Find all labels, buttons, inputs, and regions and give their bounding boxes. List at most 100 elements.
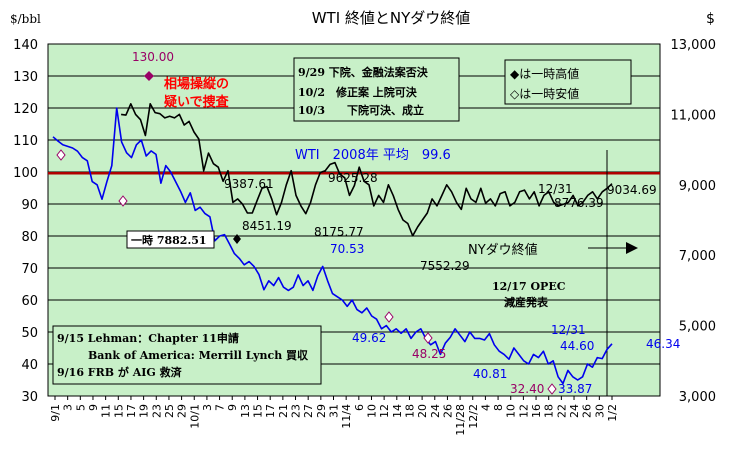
- x-tick-label: 17: [125, 404, 138, 418]
- right-tick-label: 3,000: [679, 390, 716, 405]
- left-axis-label: $/bbl: [10, 12, 41, 26]
- right-axis: 3,000 5,000 7,000 9,000 11,000 13,000: [671, 38, 717, 405]
- x-tick-label: 16: [530, 404, 543, 418]
- x-tick-label: 12/2: [467, 404, 480, 429]
- average-label: WTI 2008年 平均 99.6: [295, 148, 451, 163]
- x-axis: 9/1 3 5 9 11 15 17 19 23 25 29 10/1 3 7 9 13 15 17 21 23 27 2…: [49, 396, 619, 436]
- x-tick-label: 5: [74, 404, 87, 411]
- right-tick-label: 7,000: [679, 249, 716, 264]
- x-tick-label: 18: [403, 404, 416, 418]
- right-axis-label: $: [706, 11, 715, 27]
- x-tick-label: 11: [100, 404, 113, 418]
- lehman-line-3: 9/16 FRB が AIG 救済: [57, 365, 183, 379]
- left-tick-label: 110: [13, 134, 38, 149]
- x-tick-label: 29: [315, 404, 328, 418]
- dow-label-a: 9387.61: [224, 177, 274, 191]
- opec-line-2: 減産発表: [504, 295, 549, 309]
- x-tick-label: 24: [568, 404, 581, 418]
- x-tick-label: 9/1: [49, 404, 62, 422]
- event-line-1: 9/29 下院、金融法案否決: [298, 65, 429, 79]
- event-line-2: 10/2 修正案 上院可決: [298, 85, 418, 99]
- event-line-3: 10/3 下院可決、成立: [298, 103, 424, 117]
- wti-label-peak: 130.00: [132, 50, 174, 64]
- dow-series-label: NYダウ終値: [468, 242, 538, 258]
- x-tick-label: 23: [290, 404, 303, 418]
- x-tick-label: 14: [391, 404, 404, 418]
- legend-high: ◆は一時高値: [510, 66, 579, 81]
- right-tick-label: 9,000: [679, 179, 716, 194]
- x-tick-label: 23: [150, 404, 163, 418]
- x-tick-label: 20: [416, 404, 429, 418]
- lehman-line-1: 9/15 Lehman：Chapter 11申請: [57, 331, 239, 345]
- x-tick-label: 10: [505, 404, 518, 418]
- right-tick-label: 13,000: [671, 38, 717, 53]
- series-lines: [52, 103, 613, 385]
- dow-label-date: 12/31: [538, 182, 573, 196]
- wti-line: [52, 107, 613, 385]
- x-tick-label: 24: [429, 404, 442, 418]
- wti-label-dec: 40.81: [473, 367, 507, 381]
- legend-box: ◆は一時高値 ◇は一時安値: [504, 59, 632, 105]
- wti-label-last: 46.34: [646, 337, 680, 351]
- x-tick-label: 13: [239, 404, 252, 418]
- x-tick-label: 3: [62, 404, 75, 411]
- x-tick-label: 6: [353, 404, 366, 411]
- wti-low-marker-4: [423, 332, 433, 344]
- dow-line: [120, 103, 613, 237]
- right-tick-label: 11,000: [671, 108, 717, 123]
- chart-title: WTI 終値とNYダウ終値: [312, 9, 471, 27]
- wti-label-mid: 70.53: [330, 242, 364, 256]
- left-tick-label: 50: [21, 326, 38, 341]
- x-tick-label: 21: [277, 404, 290, 418]
- dow-label-c: 8175.77: [314, 225, 364, 239]
- wti-label-nov-low: 48.25: [412, 347, 446, 361]
- x-tick-label: 22: [555, 404, 568, 418]
- dow-low-label: 一時 7882.51: [131, 233, 207, 247]
- x-tick-label: 7: [214, 404, 227, 411]
- x-tick-label: 8: [492, 404, 505, 411]
- wti-low-marker-5: [547, 383, 557, 395]
- x-tick-label: 18: [543, 404, 556, 418]
- dow-label-last: 9034.69: [607, 183, 657, 197]
- left-tick-label: 140: [13, 38, 38, 53]
- wti-label-1231: 44.60: [560, 339, 594, 353]
- lehman-box: 9/15 Lehman：Chapter 11申請 Bank of America…: [52, 325, 322, 385]
- left-tick-label: 130: [13, 70, 38, 85]
- dow-label-d: 9625.28: [328, 171, 378, 185]
- dow-label-f: 8776.39: [554, 196, 604, 210]
- left-axis: 30 40 50 60 70 80 90 100 110 120 130 140: [13, 38, 38, 405]
- x-tick-label: 26: [581, 404, 594, 418]
- left-tick-label: 120: [13, 102, 38, 117]
- suspect-note-line2: 疑いで捜査: [164, 94, 230, 110]
- legend-low: ◇は一時安値: [510, 86, 579, 101]
- left-tick-label: 40: [21, 358, 38, 373]
- lehman-line-2: Bank of America: Merrill Lynch 買収: [88, 349, 309, 362]
- wti-low-marker-2: [118, 195, 128, 207]
- wti-label-dec-low: 32.40: [510, 382, 544, 396]
- wti-label-nov: 49.62: [352, 331, 386, 345]
- left-tick-label: 60: [21, 294, 38, 309]
- x-tick-label: 12: [517, 404, 530, 418]
- x-tick-label: 15: [112, 404, 125, 418]
- left-tick-label: 90: [21, 198, 38, 213]
- x-tick-label: 17: [264, 404, 277, 418]
- left-tick-label: 30: [21, 390, 38, 405]
- x-tick-label: 31: [328, 404, 341, 418]
- x-tick-label: 10: [365, 404, 378, 418]
- x-tick-label: 29: [176, 404, 189, 418]
- dow-arrow: [588, 242, 638, 254]
- dow-low-marker: [233, 234, 241, 244]
- wti-low-marker-3: [384, 311, 394, 323]
- x-tick-label: 12: [378, 404, 391, 418]
- x-tick-label: 19: [138, 404, 151, 418]
- x-tick-label: 11/4: [340, 404, 353, 429]
- x-tick-label: 1/2: [606, 404, 619, 422]
- dow-low-box: 一時 7882.51: [126, 230, 215, 249]
- left-tick-label: 70: [21, 262, 38, 277]
- left-tick-label: 100: [13, 166, 38, 181]
- dow-label-b: 8451.19: [242, 219, 292, 233]
- x-tick-label: 10/1: [188, 404, 201, 429]
- x-tick-label: 15: [252, 404, 265, 418]
